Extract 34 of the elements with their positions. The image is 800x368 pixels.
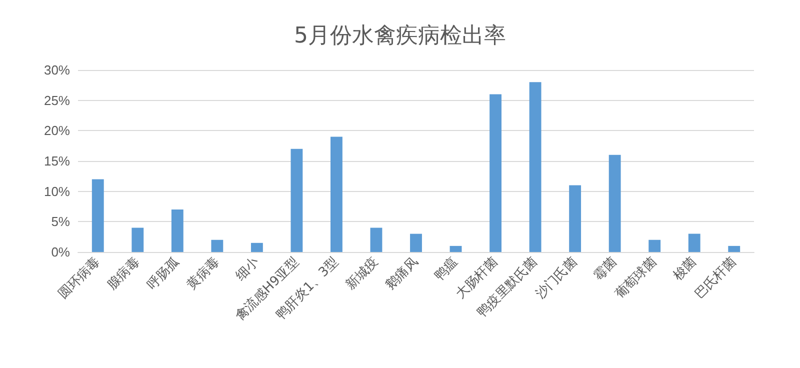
- y-tick-label: 15%: [44, 154, 70, 168]
- bar: [211, 240, 224, 252]
- x-tick-label: 梭菌: [670, 254, 700, 284]
- bar: [290, 148, 303, 252]
- bar: [728, 246, 740, 252]
- bar: [688, 234, 700, 252]
- x-tick-label: 细小: [233, 254, 262, 284]
- bar: [450, 246, 462, 252]
- y-tick-label: 5%: [51, 214, 70, 230]
- x-tick-label: 呼肠孤: [144, 254, 183, 293]
- x-tick-label: 鸭瘟: [432, 254, 462, 284]
- bar: [410, 234, 422, 252]
- x-tick-label: 腺病毒: [104, 254, 143, 293]
- y-tick-label: 20%: [44, 123, 70, 138]
- x-tick-label: 霉菌: [591, 254, 620, 284]
- y-tick-label: 10%: [44, 184, 70, 199]
- bar: [490, 94, 502, 252]
- bar: [529, 82, 542, 252]
- bar: [250, 242, 263, 252]
- chart-title: 5月份水禽疾病检出率: [294, 24, 506, 48]
- x-tick-label: 黄病毒: [184, 254, 222, 293]
- y-tick-label: 0%: [51, 244, 70, 260]
- bar: [132, 228, 144, 252]
- bar: [92, 179, 104, 252]
- bar: [569, 185, 582, 252]
- bar: [171, 210, 184, 252]
- bar: [370, 228, 382, 252]
- bar: [648, 240, 661, 252]
- x-tick-label: 新城疫: [343, 254, 382, 293]
- y-tick-label: 25%: [44, 92, 70, 108]
- y-tick-label: 30%: [44, 62, 70, 78]
- x-tick-label: 鹅痛风: [383, 254, 422, 293]
- bar: [608, 154, 621, 252]
- bar: [330, 136, 342, 252]
